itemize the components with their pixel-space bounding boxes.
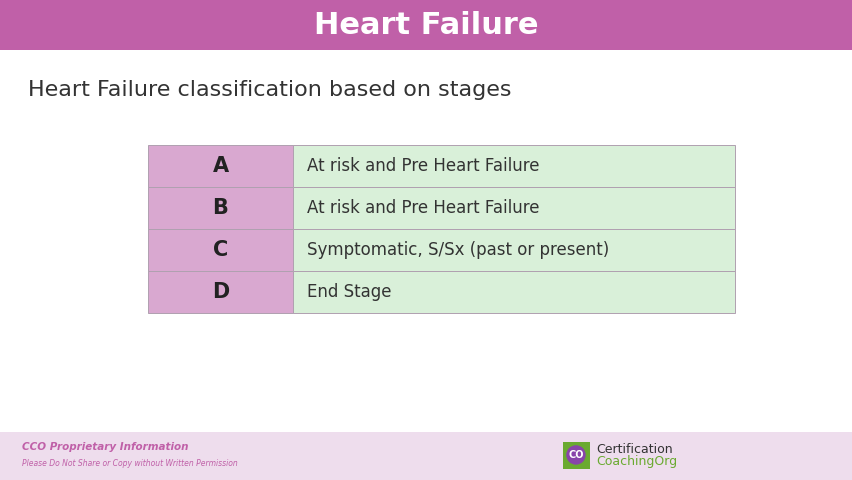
FancyBboxPatch shape [293,187,735,229]
Text: Heart Failure: Heart Failure [314,11,538,39]
Ellipse shape [567,445,585,465]
Text: Heart Failure classification based on stages: Heart Failure classification based on st… [28,80,511,100]
Text: C: C [213,240,228,260]
Text: CCO Proprietary Information: CCO Proprietary Information [22,442,188,452]
FancyBboxPatch shape [293,145,735,187]
Text: Please Do Not Share or Copy without Written Permission: Please Do Not Share or Copy without Writ… [22,458,238,468]
Text: At risk and Pre Heart Failure: At risk and Pre Heart Failure [307,157,539,175]
FancyBboxPatch shape [293,229,735,271]
FancyBboxPatch shape [148,145,293,187]
Text: Symptomatic, S/Sx (past or present): Symptomatic, S/Sx (past or present) [307,241,609,259]
FancyBboxPatch shape [148,271,293,313]
FancyBboxPatch shape [293,271,735,313]
FancyBboxPatch shape [0,0,852,50]
Text: B: B [212,198,228,218]
Text: CoachingOrg: CoachingOrg [596,455,677,468]
Text: Certification: Certification [596,443,672,456]
FancyBboxPatch shape [0,432,852,480]
Text: End Stage: End Stage [307,283,392,301]
FancyBboxPatch shape [148,229,293,271]
Text: At risk and Pre Heart Failure: At risk and Pre Heart Failure [307,199,539,217]
Text: CO: CO [568,450,584,460]
Text: D: D [212,282,229,302]
FancyBboxPatch shape [148,187,293,229]
Text: A: A [212,156,228,176]
FancyBboxPatch shape [563,442,590,469]
